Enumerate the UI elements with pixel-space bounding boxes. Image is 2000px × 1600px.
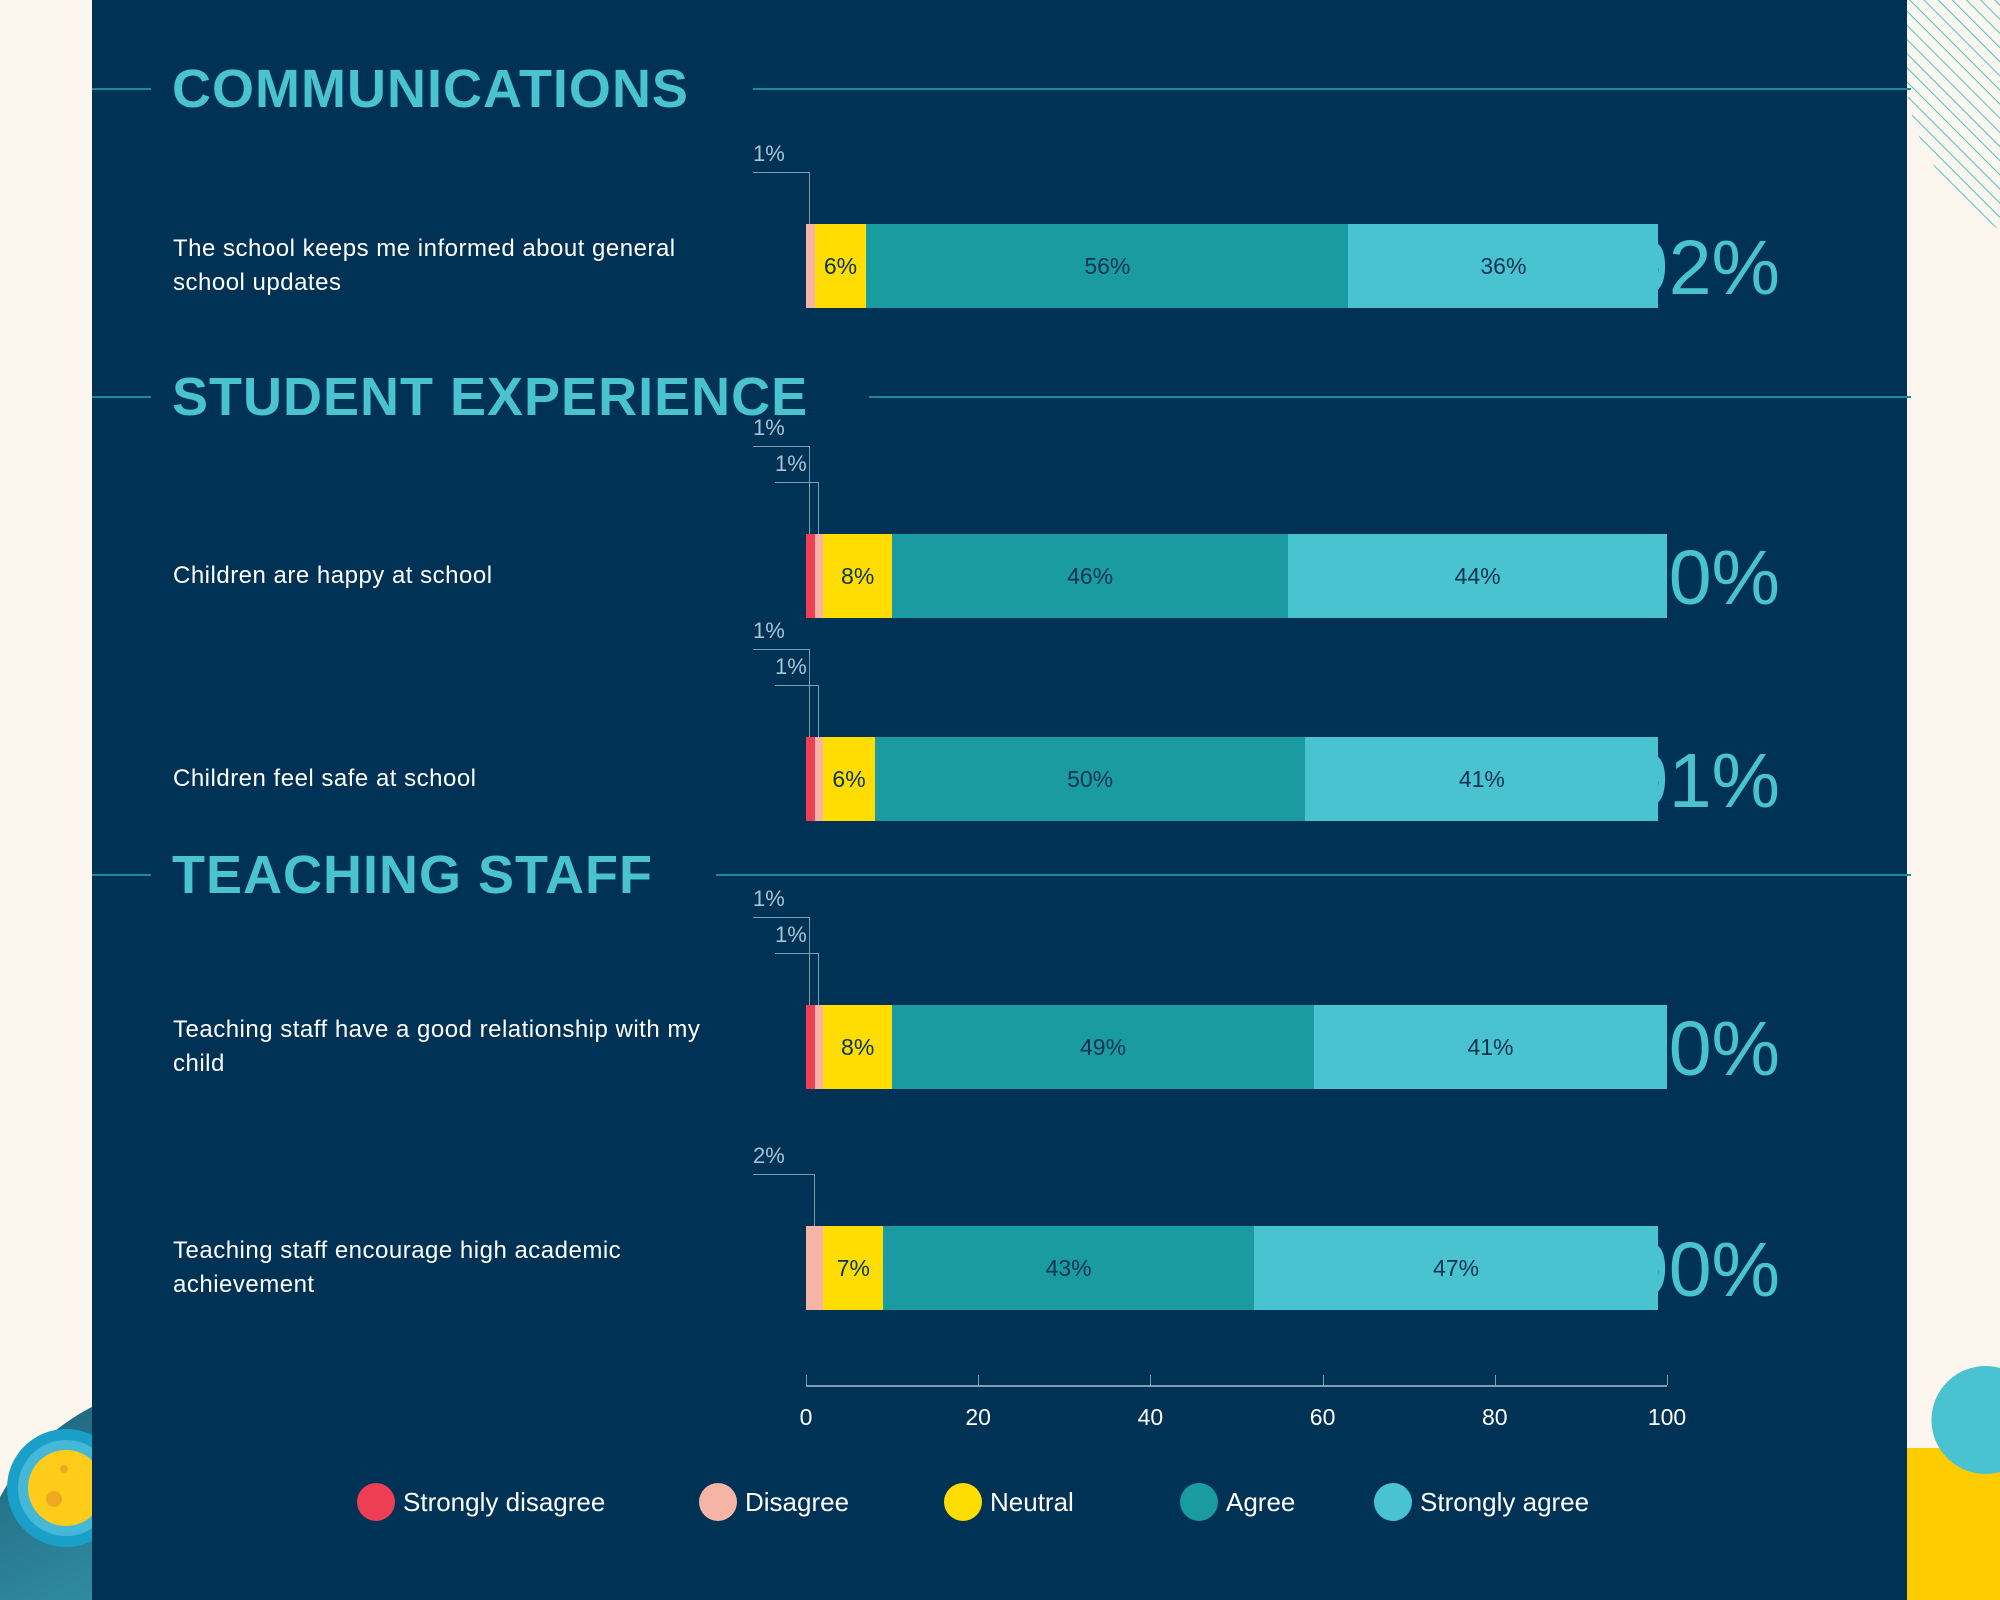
question-label: Children are happy at school <box>173 562 493 589</box>
section-divider <box>753 88 1911 90</box>
legend-label: Strongly disagree <box>403 1487 606 1517</box>
callout-leader <box>753 649 811 737</box>
callout-label: 2% <box>753 1143 785 1168</box>
legend-item: Neutral <box>944 1483 1074 1521</box>
bar-segment-agree: 46% <box>892 534 1289 618</box>
callout-label: 1% <box>775 654 807 679</box>
x-tick-label: 100 <box>1647 1404 1687 1430</box>
bar-segment-neutral: 6% <box>814 224 867 308</box>
bar-segment-neutral: 8% <box>823 1005 893 1089</box>
x-tick-label: 0 <box>799 1404 813 1430</box>
x-tick <box>1322 1375 1324 1385</box>
bar-segment-neutral: 6% <box>823 737 875 821</box>
callout-leader <box>775 685 819 737</box>
hatch-decoration <box>1907 0 2000 230</box>
bar-segment-neutral: 8% <box>823 534 893 618</box>
legend-item: Agree <box>1180 1483 1295 1521</box>
bar-segment-disagree <box>814 1005 824 1089</box>
x-tick <box>978 1375 980 1385</box>
section-divider <box>92 88 151 90</box>
legend-item: Disagree <box>699 1483 849 1521</box>
x-tick-label: 80 <box>1482 1404 1508 1430</box>
bar-segment-agree: 49% <box>892 1005 1314 1089</box>
section-title: STUDENT EXPERIENCE <box>172 367 809 427</box>
callout-label: 1% <box>753 886 785 911</box>
bar-segment-agree: 50% <box>874 737 1306 821</box>
callout-label: 1% <box>753 141 785 166</box>
callout-label: 1% <box>753 618 785 643</box>
bar-segment-agree: 43% <box>883 1226 1254 1310</box>
question-label: Children feel safe at school <box>173 765 477 792</box>
x-tick <box>806 1375 807 1385</box>
x-tick <box>1667 1375 1668 1385</box>
x-tick-label: 20 <box>965 1404 991 1430</box>
total-agree-percent: 92% <box>1625 225 1780 311</box>
bar-segment-disagree <box>814 534 824 618</box>
x-tick-label: 60 <box>1309 1404 1336 1430</box>
x-tick <box>1494 1375 1496 1385</box>
bar-segment-strongly-agree: 36% <box>1348 224 1659 308</box>
callout-label: 1% <box>753 415 785 440</box>
legend-swatch <box>357 1483 395 1521</box>
section-divider <box>716 874 1911 876</box>
bar-segment-strongly-disagree <box>806 534 815 618</box>
bar-segment-agree: 56% <box>866 224 1349 308</box>
legend-label: Neutral <box>990 1487 1074 1517</box>
x-tick-label: 40 <box>1137 1404 1164 1430</box>
bar-segment-strongly-agree: 41% <box>1305 737 1659 821</box>
bar-segment-strongly-disagree <box>806 737 815 821</box>
planet-decoration <box>28 1450 104 1526</box>
section-divider <box>92 396 151 398</box>
teal-circle-decoration <box>1931 1366 2000 1474</box>
section-divider <box>869 396 1911 398</box>
bar-segment-strongly-agree: 41% <box>1313 1005 1667 1089</box>
x-axis <box>806 1385 1667 1387</box>
total-agree-percent: 90% <box>1625 1227 1780 1313</box>
legend-swatch <box>1180 1483 1218 1521</box>
total-agree-percent: 90% <box>1625 535 1780 621</box>
legend-label: Agree <box>1226 1487 1296 1517</box>
callout-leader <box>753 1174 815 1226</box>
bar-segment-disagree <box>806 1226 824 1310</box>
section-title: COMMUNICATIONS <box>172 59 689 119</box>
callout-leader <box>753 917 811 1005</box>
legend-swatch <box>944 1483 982 1521</box>
x-tick <box>1150 1375 1152 1385</box>
bar-segment-strongly-agree: 47% <box>1253 1226 1659 1310</box>
bar-segment-disagree <box>806 224 815 308</box>
legend-swatch <box>1374 1483 1412 1521</box>
callout-leader <box>775 482 819 534</box>
legend-label: Strongly agree <box>1420 1487 1590 1517</box>
callout-leader <box>775 953 819 1005</box>
legend-item: Strongly disagree <box>357 1483 605 1521</box>
callout-label: 1% <box>775 451 807 476</box>
question-label: Teaching staff encourage high academic a… <box>173 1237 622 1298</box>
bar-segment-neutral: 7% <box>823 1226 884 1310</box>
section-title: TEACHING STAFF <box>172 845 653 905</box>
legend-label: Disagree <box>745 1487 850 1517</box>
total-agree-percent: 90% <box>1625 1006 1780 1092</box>
bar-segment-strongly-disagree <box>806 1005 815 1089</box>
legend-swatch <box>699 1483 737 1521</box>
section-divider <box>92 874 151 876</box>
question-label: Teaching staff have a good relationship … <box>173 1016 701 1077</box>
callout-leader <box>753 172 811 224</box>
total-agree-percent: 91% <box>1625 738 1780 824</box>
bar-segment-disagree <box>814 737 824 821</box>
bar-segment-strongly-agree: 44% <box>1288 534 1667 618</box>
callout-leader <box>753 446 811 534</box>
legend-item: Strongly agree <box>1374 1483 1589 1521</box>
callout-label: 1% <box>775 922 807 947</box>
question-label: The school keeps me informed about gener… <box>173 235 676 296</box>
